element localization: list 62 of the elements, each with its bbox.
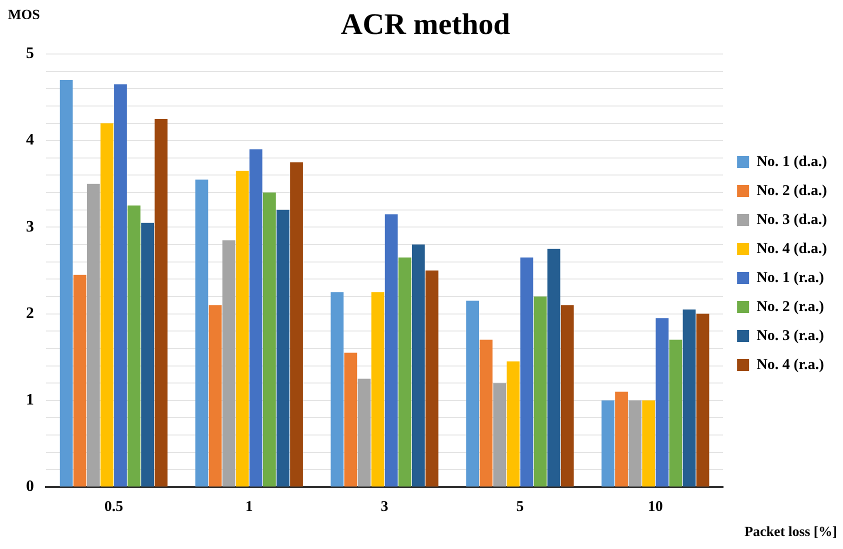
bar	[398, 258, 412, 486]
bar	[371, 292, 384, 486]
y-tick-label: 1	[26, 392, 34, 409]
bar	[195, 180, 208, 486]
y-tick-label: 2	[26, 304, 34, 322]
x-axis-title: Packet loss [%]	[744, 525, 837, 541]
bar	[154, 118, 168, 486]
bar	[263, 192, 276, 486]
bar	[384, 214, 398, 486]
bar	[560, 305, 574, 486]
bar	[208, 305, 222, 486]
bar	[696, 314, 710, 486]
bar	[86, 184, 100, 486]
legend-label: No. 2 (d.a.)	[756, 182, 828, 199]
bar	[602, 400, 614, 486]
x-tick-label: 5	[516, 498, 524, 515]
legend-label: No. 1 (r.a.)	[756, 270, 824, 286]
y-tick-label: 5	[26, 45, 34, 62]
bar	[60, 80, 73, 486]
chart-title: ACR method	[340, 8, 510, 41]
y-tick-label: 3	[26, 218, 34, 236]
bar	[656, 318, 669, 486]
bar	[358, 378, 371, 486]
bar	[100, 123, 114, 486]
bar	[682, 309, 696, 486]
y-tick-label: 4	[26, 132, 34, 149]
legend-label: No. 3 (r.a.)	[756, 328, 824, 344]
legend-label: No. 1 (d.a.)	[756, 154, 828, 170]
bar	[330, 292, 344, 486]
bar	[128, 206, 140, 486]
x-tick-label: 0.5	[104, 498, 124, 515]
bar	[426, 270, 438, 486]
bar	[534, 296, 547, 486]
bar	[628, 400, 642, 486]
y-axis-title: MOS	[8, 8, 40, 24]
bar	[276, 210, 290, 486]
bar	[615, 392, 628, 486]
bar	[236, 170, 249, 486]
legend-label: No. 2 (r.a.)	[756, 298, 824, 315]
bar	[520, 258, 534, 486]
bar	[493, 383, 506, 486]
bar	[141, 222, 154, 486]
bar	[222, 240, 236, 486]
bar	[344, 352, 358, 486]
legend-label: No. 4 (r.a.)	[756, 356, 824, 373]
legend-label: No. 3 (d.a.)	[756, 212, 828, 228]
bar	[466, 300, 479, 486]
legend-label: No. 4 (d.a.)	[756, 240, 828, 257]
x-tick-label: 1	[245, 498, 253, 515]
bar	[480, 340, 493, 486]
bar	[506, 361, 520, 486]
bar	[290, 162, 303, 486]
bar	[669, 340, 682, 486]
bar	[73, 274, 86, 486]
y-tick-label: 0	[26, 478, 34, 496]
bar	[249, 149, 262, 486]
bar	[412, 244, 425, 486]
bar	[114, 84, 127, 486]
x-tick-label: 10	[648, 498, 663, 515]
x-tick-label: 3	[380, 498, 388, 515]
bar	[547, 248, 560, 486]
bar	[642, 400, 656, 486]
